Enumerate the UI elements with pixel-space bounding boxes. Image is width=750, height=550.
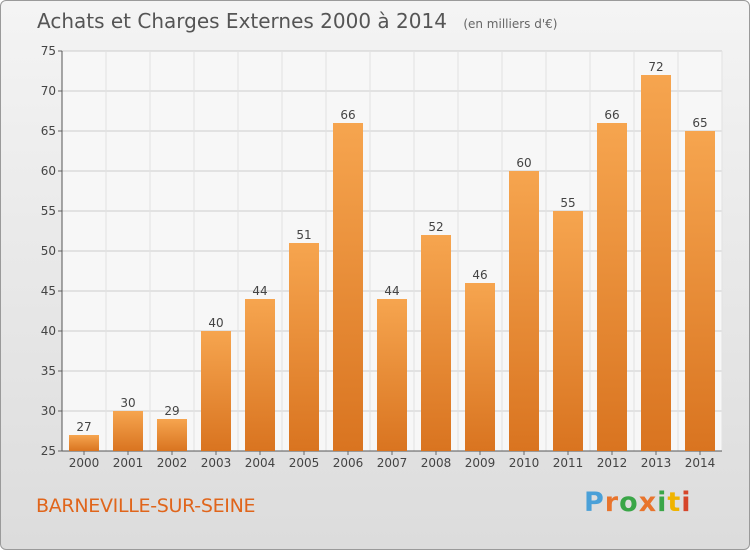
y-tick-label: 50	[41, 244, 56, 258]
brand-letter: x	[638, 487, 658, 518]
chart-title: Achats et Charges Externes 2000 à 2014 (…	[37, 9, 557, 33]
axes: 25 30 35 40 45 50 55 60 65 70 75 2000 2001 2002 2003 20…	[41, 44, 722, 470]
x-tick-label: 2011	[553, 456, 584, 470]
data-label: 30	[120, 396, 135, 410]
data-label: 27	[76, 420, 91, 434]
data-label: 44	[384, 284, 399, 298]
brand-letter: t	[667, 487, 682, 518]
data-label: 52	[428, 220, 443, 234]
y-tick-label: 55	[41, 204, 56, 218]
bar	[69, 435, 99, 451]
x-tick-label: 2006	[333, 456, 364, 470]
data-label: 29	[164, 404, 179, 418]
brand-letter: i	[657, 487, 668, 518]
x-tick-label: 2013	[641, 456, 672, 470]
brand-letter: r	[604, 487, 620, 518]
x-tick-label: 2001	[113, 456, 144, 470]
data-label: 55	[560, 196, 575, 210]
y-tick-label: 40	[41, 324, 56, 338]
bar	[377, 299, 407, 451]
brand-letter: o	[619, 487, 639, 518]
chart-title-text: Achats et Charges Externes 2000 à 2014	[37, 9, 447, 33]
bar	[201, 331, 231, 451]
x-tick-label: 2007	[377, 456, 408, 470]
data-label: 46	[472, 268, 487, 282]
x-tick-label: 2003	[201, 456, 232, 470]
bar	[333, 123, 363, 451]
x-tick-label: 2004	[245, 456, 276, 470]
y-tick-label: 35	[41, 364, 56, 378]
data-label: 66	[604, 108, 619, 122]
y-tick-label: 60	[41, 164, 56, 178]
y-tick-label: 30	[41, 404, 56, 418]
data-label: 44	[252, 284, 267, 298]
bar	[157, 419, 187, 451]
data-label: 72	[648, 60, 663, 74]
bar	[553, 211, 583, 451]
proxiti-logo: Proxiti	[584, 487, 692, 518]
bar	[113, 411, 143, 451]
y-tick-label: 25	[41, 444, 56, 458]
x-tick-label: 2000	[69, 456, 100, 470]
x-tick-label: 2005	[289, 456, 320, 470]
bar	[421, 235, 451, 451]
bar	[685, 131, 715, 451]
data-label: 60	[516, 156, 531, 170]
x-tick-label: 2002	[157, 456, 188, 470]
data-label: 40	[208, 316, 223, 330]
bar	[289, 243, 319, 451]
data-label: 65	[692, 116, 707, 130]
y-tick-label: 65	[41, 124, 56, 138]
bar	[597, 123, 627, 451]
data-labels: 27 30 29 40 44 51 66 44 52 46 60 55 66 72 65	[76, 60, 707, 434]
data-label: 51	[296, 228, 311, 242]
bar	[641, 75, 671, 451]
x-tick-label: 2008	[421, 456, 452, 470]
y-tick-label: 70	[41, 84, 56, 98]
bar	[509, 171, 539, 451]
x-tick-label: 2009	[465, 456, 496, 470]
location-name: BARNEVILLE-SUR-SEINE	[36, 495, 256, 517]
brand-letter: i	[681, 487, 692, 518]
y-tick-label: 45	[41, 284, 56, 298]
bars	[69, 75, 715, 451]
bar	[245, 299, 275, 451]
chart-subtitle: (en milliers d'€)	[463, 17, 558, 31]
y-tick-label: 75	[41, 44, 56, 58]
x-tick-label: 2010	[509, 456, 540, 470]
brand-letter: P	[584, 487, 605, 518]
data-label: 66	[340, 108, 355, 122]
x-tick-label: 2012	[597, 456, 628, 470]
bar	[465, 283, 495, 451]
x-tick-label: 2014	[685, 456, 716, 470]
